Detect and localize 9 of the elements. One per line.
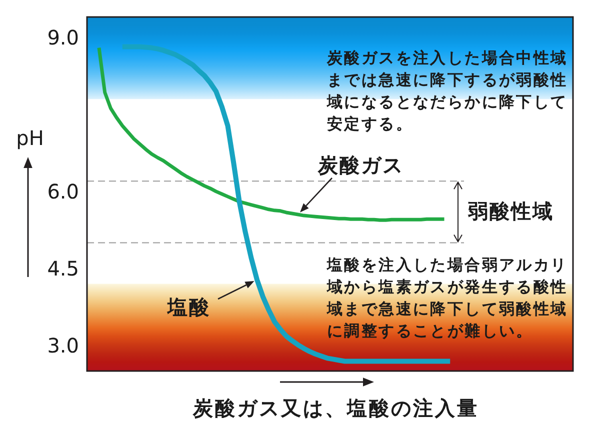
annotation: 塩酸を注入した場合弱アルカリ域から塩素ガスが発生する酸性域まで急速に降下して弱酸性域に調整することが難しい。	[326, 256, 568, 340]
y-tick-label: 6.0	[47, 179, 79, 204]
y-tick-label: 9.0	[47, 26, 79, 50]
y-tick-label: 3.0	[47, 333, 79, 358]
x-axis-title: 炭酸ガス又は、塩酸の注入量	[192, 396, 479, 420]
y-axis-title: pH	[16, 126, 44, 150]
annotation: 炭酸ガスを注入した場合中性域までは急速に降下するが弱酸性域になるとなだらかに降下して安定する。	[326, 49, 568, 133]
annotation: 弱酸性域	[467, 198, 554, 223]
y-tick-label: 4.5	[47, 256, 79, 280]
